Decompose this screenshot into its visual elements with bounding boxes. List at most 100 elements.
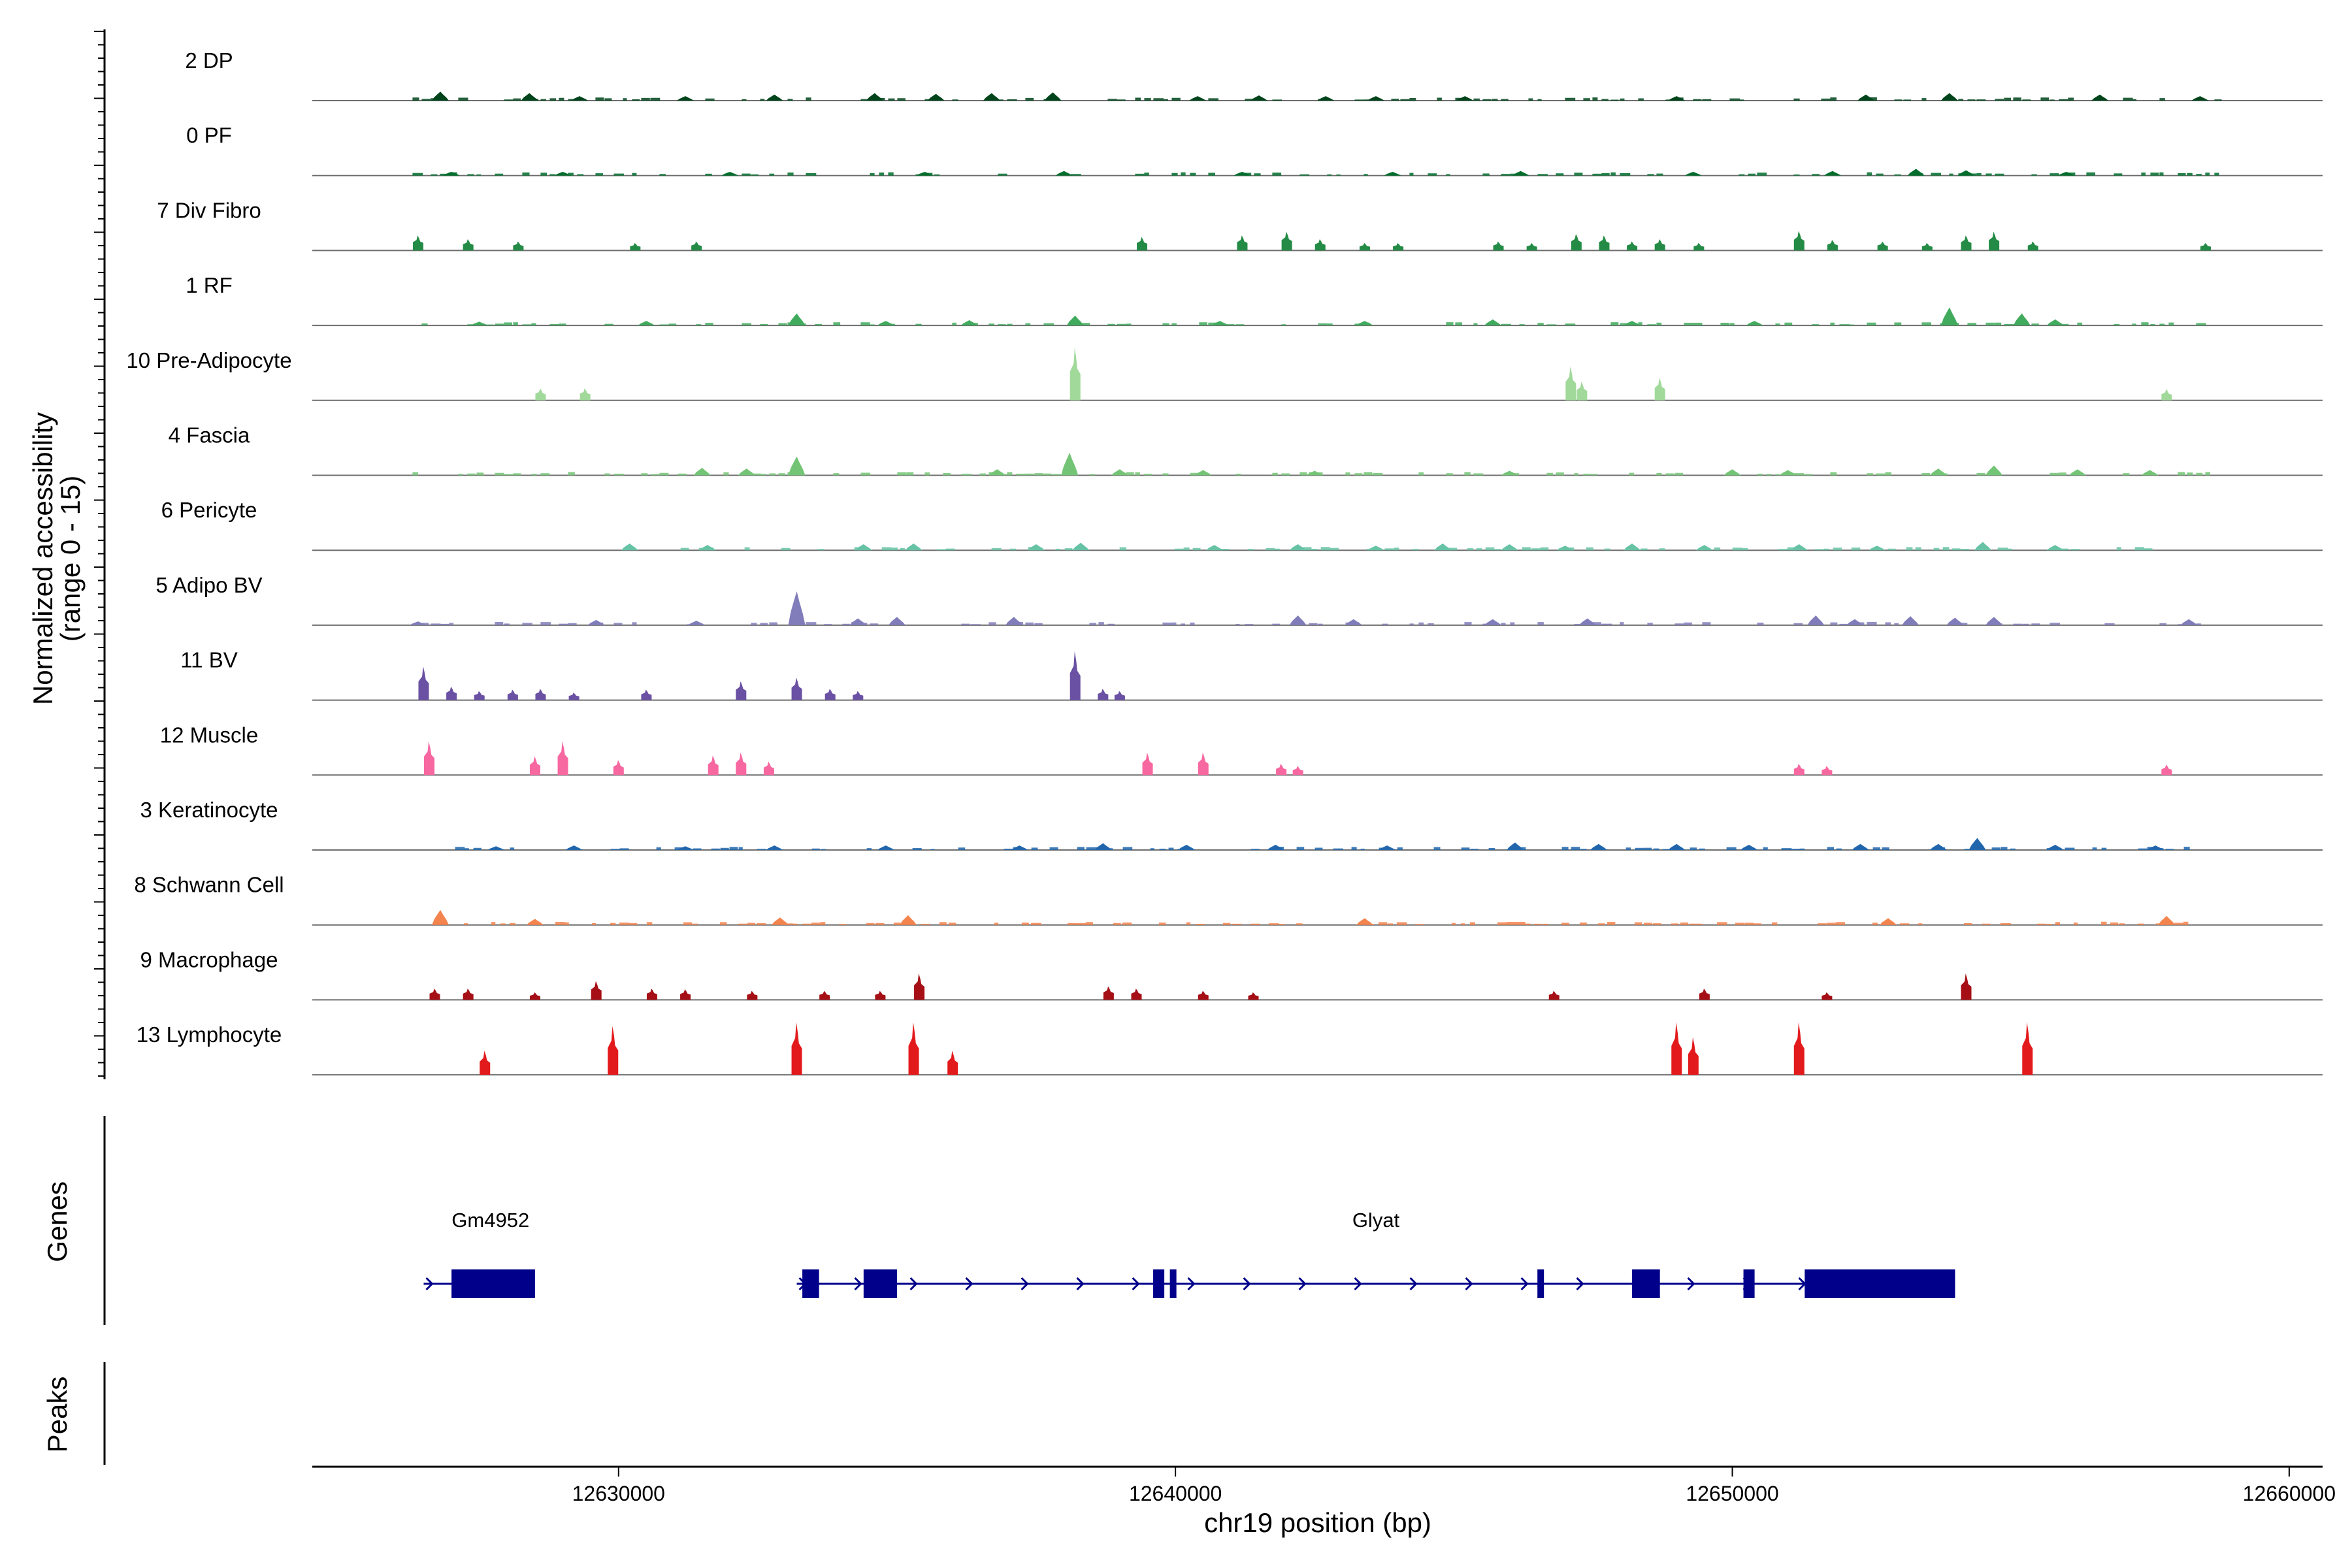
accessibility-peak [487,846,505,850]
accessibility-peak [587,619,605,625]
background-signal [463,921,2189,925]
track-label: 6 Pericyte [161,498,257,522]
accessibility-peak [2161,764,2172,776]
accessibility-peak [613,760,624,776]
accessibility-peak [763,761,774,776]
background-signal [412,172,2219,176]
accessibility-peak [571,96,589,101]
accessibility-peak [2158,915,2176,925]
accessibility-peak [855,544,872,551]
accessibility-peak [1359,242,1370,251]
track-label: 4 Fascia [169,423,250,448]
accessibility-peak [1556,546,1574,551]
accessibility-peak [1356,918,1373,925]
accessibility-peak [2068,469,2086,476]
accessibility-peak [905,543,923,551]
track-0-pf: 0 PF [186,123,2323,176]
accessibility-peak [1961,235,1972,251]
accessibility-peak [529,992,540,1000]
accessibility-peak [557,741,568,776]
accessibility-peak [875,990,886,1000]
x-axis-title: chr19 position (bp) [1204,1507,1431,1538]
accessibility-peak [1684,171,1702,176]
accessibility-peak [677,846,694,850]
accessibility-peak [1695,545,1713,551]
accessibility-peak [1367,96,1384,101]
accessibility-peak [1846,619,1864,625]
accessibility-peak [1317,96,1335,101]
track-label: 13 Lymphocyte [137,1022,282,1047]
accessibility-peak [1111,469,1128,476]
accessibility-peak [908,1022,919,1075]
strand-arrow-icon [1187,1277,1196,1291]
accessibility-peak [1723,469,1741,476]
accessibility-peak [771,917,789,925]
accessibility-peak [646,988,657,1000]
accessibility-peak [1237,235,1248,251]
gene-label: Glyat [1352,1209,1400,1232]
accessibility-peak [888,617,906,625]
accessibility-peak [1576,382,1588,400]
accessibility-peak [1379,845,1396,850]
track-label: 5 Adipo BV [155,573,262,597]
track-13-lymphocyte: 13 Lymphocyte [137,1022,2323,1076]
accessibility-peak [2046,844,2064,850]
accessibility-peak [819,990,830,1000]
accessibility-peak [1281,231,1292,251]
accessibility-peak [1654,239,1665,251]
accessibility-peak [1671,1022,1682,1075]
accessibility-peak [736,752,747,776]
gene-exon [1537,1269,1544,1298]
track-6-pericyte: 6 Pericyte [161,498,2323,551]
accessibility-peak [983,93,1000,101]
gene-models: Gm4952 Glyat [423,1209,1955,1298]
track-1-rf: 1 RF [186,273,2323,327]
gene-exon [863,1269,897,1298]
accessibility-peak [641,689,652,700]
strand-arrow-icon [909,1277,918,1291]
coverage-y-axis-ticks [94,31,105,1077]
accessibility-peak [474,691,485,700]
accessibility-peak [1907,169,1925,176]
accessibility-peak [1276,764,1287,776]
accessibility-peak [2013,313,2031,326]
accessibility-peak [1393,242,1404,251]
accessibility-peak [1493,241,1504,251]
accessibility-peak [1345,619,1362,625]
accessibility-peak [1070,651,1081,700]
accessibility-peak [1011,845,1028,850]
accessibility-peak [1693,242,1705,251]
gene-gm4952: Gm4952 [423,1209,535,1298]
accessibility-peak [2141,470,2159,476]
accessibility-peak [1985,465,2003,476]
genes-track-label: Genes [42,1181,73,1262]
accessibility-peak [1857,94,1875,101]
accessibility-peak [1957,170,1975,176]
accessibility-peak [877,845,894,850]
strand-arrow-icon [854,1277,862,1291]
accessibility-peak [1070,348,1081,400]
accessibility-peak [470,321,488,326]
background-signal [421,322,2206,326]
track-7-div-fibro: 7 Div Fibro [157,198,2323,252]
accessibility-peak [1821,992,1833,1000]
accessibility-peak [638,321,655,326]
accessibility-peak [1654,378,1665,400]
track-label: 7 Div Fibro [157,198,261,222]
accessibility-peak [2057,171,2075,176]
track-label: 10 Pre-Adipocyte [126,348,291,372]
accessibility-peak [1055,171,1073,176]
accessibility-peak [2046,545,2064,551]
x-tick-label: 12660000 [2243,1482,2336,1505]
accessibility-peak [791,1022,802,1075]
accessibility-peak [513,241,524,251]
accessibility-peak [914,973,925,1000]
accessibility-peak [691,241,702,251]
accessibility-peak [1668,96,1686,101]
accessibility-peak [1315,239,1326,251]
track-label: 9 Macrophage [140,947,278,972]
accessibility-peak [788,313,806,326]
accessibility-peak [1356,321,1373,326]
accessibility-peak [409,621,427,625]
accessibility-peak [621,543,638,551]
